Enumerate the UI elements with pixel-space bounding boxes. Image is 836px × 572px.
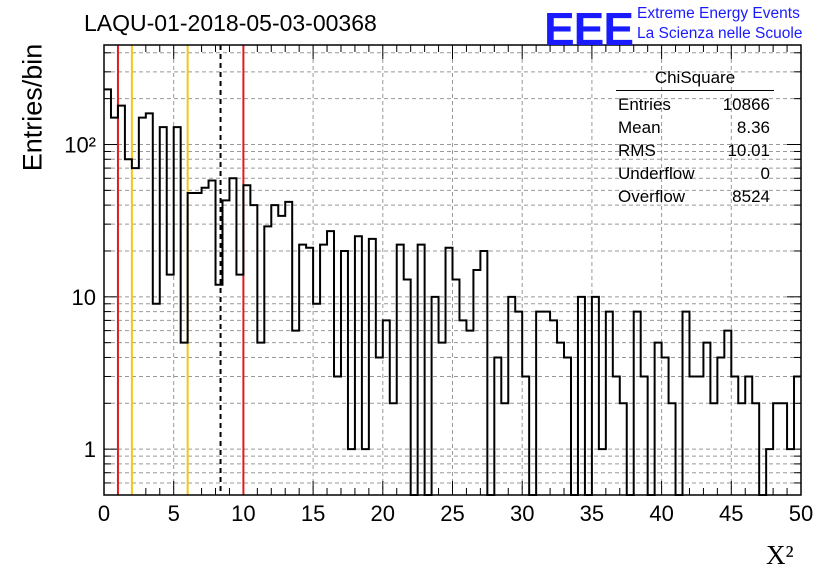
logo-text: Extreme Energy Events La Scienza nelle S… [637, 4, 802, 44]
x-tick-label: 15 [301, 501, 325, 526]
x-tick-label: 5 [168, 501, 180, 526]
stats-label: Mean [618, 118, 661, 137]
x-tick-label: 30 [510, 501, 534, 526]
stats-value: 10866 [722, 95, 770, 114]
stats-row: Mean 8.36 [612, 116, 778, 139]
logo-line-2: La Scienza nelle Scuole [637, 25, 803, 42]
y-tick-label: 10² [64, 132, 96, 157]
stats-label: Overflow [618, 187, 686, 206]
x-tick-label: 45 [719, 501, 743, 526]
x-tick-label: 0 [98, 501, 110, 526]
stats-row: Underflow 0 [612, 162, 778, 185]
y-tick-labels: 1 10 10² [64, 132, 96, 462]
plot-frame [103, 44, 802, 496]
x-tick-label: 35 [580, 501, 604, 526]
stats-title: ChiSquare [616, 68, 774, 91]
stats-row: Overflow 8524 [612, 185, 778, 208]
stats-value: 8.36 [736, 118, 770, 137]
stats-label: RMS [618, 141, 656, 160]
stats-label: Underflow [618, 164, 695, 183]
x-axis-label: X² [766, 540, 794, 570]
x-tick-label: 10 [231, 501, 255, 526]
stats-row: RMS 10.01 [612, 139, 778, 162]
x-tick-labels: 0 5 10 15 20 25 30 35 40 45 50 [98, 501, 813, 526]
y-tick-label: 1 [84, 437, 96, 462]
chart-title: LAQU-01-2018-05-03-00368 [84, 10, 377, 36]
stats-box: ChiSquare Entries 10866 Mean 8.36 RMS 10.01… [612, 68, 778, 208]
eee-logo: EEE [544, 3, 634, 55]
x-tick-label: 25 [440, 501, 464, 526]
stats-label: Entries [618, 95, 671, 114]
x-tick-label: 20 [371, 501, 395, 526]
logo-line-1: Extreme Energy Events [637, 5, 800, 22]
y-axis-label: Entries/bin [17, 43, 48, 172]
stats-row: Entries 10866 [612, 93, 778, 116]
stats-value: 8524 [732, 187, 770, 206]
x-tick-label: 40 [649, 501, 673, 526]
y-tick-label: 10 [72, 285, 96, 310]
stats-value: 0 [760, 164, 770, 183]
x-tick-label: 50 [789, 501, 813, 526]
stats-value: 10.01 [727, 141, 770, 160]
